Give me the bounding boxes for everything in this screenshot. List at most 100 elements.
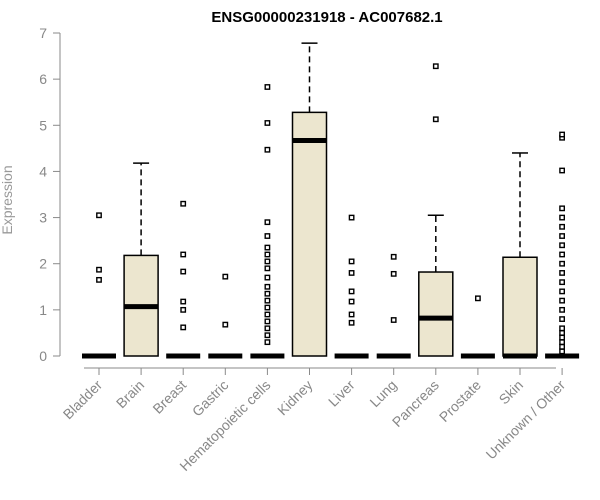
y-tick-label: 2	[39, 256, 47, 272]
outlier-point	[222, 273, 229, 280]
outlier-point	[264, 290, 271, 297]
outlier-point	[559, 316, 566, 322]
outlier-point	[559, 339, 566, 346]
x-tick-label: Skin	[496, 377, 527, 408]
outlier-point	[559, 214, 566, 221]
outlier-point	[264, 274, 271, 281]
y-tick-label: 6	[39, 71, 47, 87]
outlier-point	[432, 63, 439, 70]
outlier-point	[559, 223, 566, 230]
outlier-point	[559, 205, 566, 212]
outlier-point	[559, 343, 566, 350]
outlier-point	[390, 270, 397, 277]
x-tick-label: Breast	[149, 377, 189, 417]
outlier-point	[390, 317, 397, 323]
x-tick-label: Liver	[325, 377, 358, 410]
y-tick-label: 7	[39, 25, 47, 41]
outlier-point	[348, 311, 355, 318]
outlier-point	[348, 298, 355, 305]
box-group	[166, 200, 201, 359]
box-group	[545, 131, 580, 359]
y-tick-label: 3	[39, 210, 47, 226]
x-tick-label: Brain	[113, 377, 147, 411]
outlier-point	[559, 251, 566, 258]
outlier-point	[264, 258, 271, 265]
y-axis-label: Expression	[0, 165, 15, 234]
outlier-point	[559, 334, 566, 341]
outlier-point	[264, 251, 271, 258]
outlier-point	[390, 253, 397, 260]
outlier-point	[559, 167, 566, 174]
outlier-point	[559, 288, 566, 295]
box-iqr	[418, 271, 454, 357]
outlier-point	[264, 244, 271, 251]
outlier-point	[475, 295, 481, 302]
x-tick-label: Lung	[366, 377, 399, 410]
chart-title: ENSG00000231918 - AC007682.1	[211, 9, 442, 26]
box-iqr	[502, 256, 538, 357]
outlier-point	[264, 146, 271, 153]
outlier-point	[559, 270, 566, 276]
box-group	[291, 42, 328, 357]
outlier-point	[180, 268, 187, 275]
outlier-point	[180, 306, 187, 313]
outlier-point	[180, 298, 187, 305]
outlier-point	[559, 348, 566, 355]
box-group	[123, 162, 159, 357]
outlier-point	[96, 266, 102, 273]
box-group	[376, 253, 411, 359]
outlier-point	[559, 330, 566, 336]
box-group	[334, 214, 369, 359]
outlier-point	[264, 297, 271, 304]
outlier-point	[264, 311, 271, 318]
y-tick-label: 4	[39, 163, 47, 179]
outlier-point	[180, 200, 187, 207]
outlier-point	[264, 332, 271, 339]
box-group	[502, 152, 538, 359]
x-tick-label: Bladder	[60, 377, 106, 423]
outlier-point	[559, 297, 566, 304]
box-group	[250, 84, 285, 359]
box-group	[82, 212, 116, 359]
box-iqr	[291, 111, 328, 357]
outlier-point	[180, 251, 187, 258]
y-tick-label: 0	[39, 348, 47, 364]
outlier-point	[180, 324, 187, 331]
y-tick-label: 1	[39, 302, 47, 318]
outlier-point	[559, 325, 566, 332]
x-tick-label: Unknown / Other	[483, 377, 569, 463]
box-group	[418, 63, 454, 357]
outlier-point	[348, 319, 355, 326]
outlier-point	[348, 258, 355, 265]
outlier-point	[559, 233, 566, 239]
outlier-point	[348, 270, 355, 276]
outlier-point	[96, 212, 102, 219]
outlier-point	[264, 339, 271, 346]
outlier-point	[432, 116, 439, 123]
outlier-point	[559, 306, 566, 313]
outlier-point	[348, 288, 355, 295]
outlier-point	[264, 233, 271, 239]
x-tick-label: Kidney	[274, 377, 316, 419]
outlier-point	[559, 260, 566, 267]
outlier-point	[264, 283, 271, 290]
outlier-point	[264, 120, 271, 126]
outlier-point	[348, 214, 355, 221]
outlier-point	[559, 131, 566, 138]
x-tick-label: Pancreas	[389, 377, 442, 430]
y-ticks: 0 1 2 3 4 5 6 7	[39, 25, 60, 364]
outlier-point	[264, 325, 271, 332]
outlier-point	[264, 318, 271, 325]
outlier-point	[222, 321, 229, 328]
outlier-point	[264, 84, 271, 90]
outlier-point	[264, 265, 271, 272]
outlier-point	[264, 219, 271, 226]
box-series	[82, 42, 580, 359]
outlier-point	[559, 279, 566, 286]
x-tick-label: Prostate	[436, 377, 484, 425]
box-group	[460, 295, 495, 359]
outlier-point	[559, 242, 566, 249]
outlier-point	[96, 276, 102, 283]
